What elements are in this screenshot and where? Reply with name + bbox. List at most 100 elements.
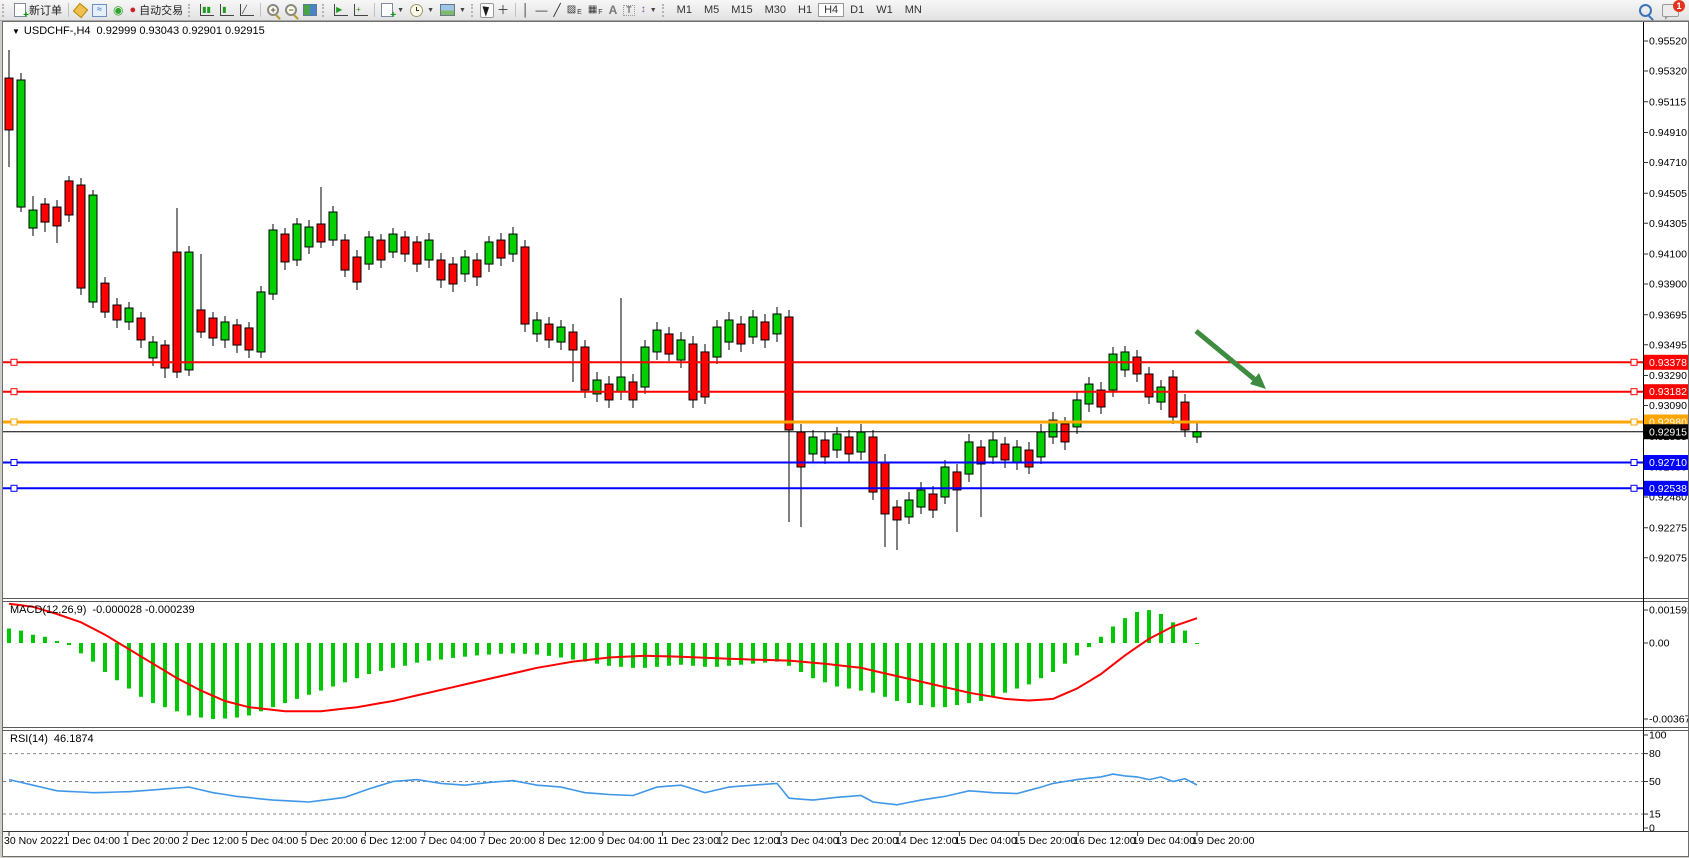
bar-chart-button[interactable]: ▮▮ [197,3,217,17]
brush-button[interactable] [72,2,89,18]
alerts-button[interactable]: ◉ [110,3,126,17]
equidistant-channel-button[interactable]: ▨ E [566,4,582,16]
svg-text:15 Dec 20:00: 15 Dec 20:00 [1014,835,1077,847]
svg-text:0.94305: 0.94305 [1649,218,1687,230]
svg-text:14 Dec 12:00: 14 Dec 12:00 [895,835,958,847]
rsi-name: RSI(14) [10,733,48,745]
svg-text:15: 15 [1649,809,1661,821]
arrow-objects-dropdown[interactable]: ↕ ▼ [638,3,660,17]
chart-title: ▼ USDCHF-,H4 0.92999 0.93043 0.92901 0.929… [12,25,265,37]
svg-text:0.95320: 0.95320 [1649,66,1687,78]
toolbar-grip [2,3,9,17]
vertical-line-button[interactable]: │ [519,3,533,17]
svg-text:1 Dec 20:00: 1 Dec 20:00 [123,835,180,847]
svg-text:5 Dec 04:00: 5 Dec 04:00 [242,835,299,847]
zoom-in-icon: + [267,4,280,16]
svg-text:13 Dec 20:00: 13 Dec 20:00 [836,835,899,847]
brush-icon [72,2,89,18]
tf-m15[interactable]: M15 [731,4,753,16]
search-icon[interactable] [1639,3,1652,17]
horizontal-line-icon: — [535,3,548,17]
tf-mn[interactable]: MN [904,4,922,16]
svg-text:0.001592: 0.001592 [1649,605,1688,617]
tf-d1[interactable]: D1 [850,4,865,16]
svg-text:0.95520: 0.95520 [1649,36,1687,48]
chart-surface[interactable]: 0.95520 0.95320 0.95115 0.94910 0.94710 0.945… [3,22,1688,856]
fibonacci-button[interactable]: ▦ F [587,4,603,16]
annotation-arrow [1194,329,1266,389]
svg-text:0.94505: 0.94505 [1649,188,1687,200]
svg-text:0.92075: 0.92075 [1649,552,1687,564]
main-toolbar: 新订单 ≈ ◉ ● 自动交易 ▮▮ ▮ ╱ + − ▶ + ▼ ▼ ▼ ＋ │ … [0,0,1689,21]
rsi-value: 46.1874 [53,733,94,745]
periods-dropdown[interactable]: ▼ [407,3,437,18]
zoom-out-button[interactable]: − [282,3,300,17]
candles-layer [4,50,1202,550]
text-label-button[interactable]: T [620,4,638,17]
line-chart-icon: ╱ [240,4,255,16]
indicators-icon: ▶ [334,4,349,16]
svg-text:0.93182: 0.93182 [1649,386,1687,398]
rsi-line [8,773,1198,806]
add-indicator-icon [381,3,396,21]
svg-text:9 Dec 04:00: 9 Dec 04:00 [598,835,655,847]
svg-text:0.93290: 0.93290 [1649,370,1687,382]
chevron-down-icon: ▼ [397,6,405,14]
new-order-button[interactable]: 新订单 [11,1,65,21]
indicator-window-button[interactable]: + [351,3,371,17]
indicators-button[interactable]: ▶ [331,3,351,17]
candlestick-chart-icon: ▮ [220,4,235,16]
trendline-button[interactable]: ╱ [550,3,563,17]
tf-h1[interactable]: H1 [798,4,813,16]
svg-text:5 Dec 20:00: 5 Dec 20:00 [301,835,358,847]
line-chart-button[interactable]: ╱ [237,3,257,17]
svg-text:11 Dec 23:00: 11 Dec 23:00 [657,835,719,847]
price-label-0.93378 [1644,354,1688,370]
clock-icon [410,3,424,17]
publish-chart-button[interactable]: ≈ [89,3,110,18]
tf-m5[interactable]: M5 [703,4,720,16]
ohlc-values: 0.92999 0.93043 0.92901 0.92915 [96,25,265,37]
svg-text:0.92538: 0.92538 [1649,483,1687,495]
text-button[interactable]: A [606,3,621,17]
tf-w1[interactable]: W1 [876,4,893,16]
crosshair-button[interactable]: ＋ [494,3,512,17]
macd-label: MACD(12,26,9) -0.000028 -0.000239 [10,604,195,616]
svg-text:6 Dec 12:00: 6 Dec 12:00 [360,835,417,847]
svg-text:0.94100: 0.94100 [1649,249,1687,261]
candlestick-chart-button[interactable]: ▮ [217,3,237,17]
add-indicator-dropdown[interactable]: ▼ [378,2,407,21]
collapse-triangle-icon[interactable]: ▼ [12,27,20,36]
price-label-0.93182 [1644,384,1688,400]
channel-icon: ▨ [566,4,577,15]
svg-text:-0.003672: -0.003672 [1649,714,1688,726]
price-label-0.9271 [1644,455,1688,470]
svg-text:19 Dec 04:00: 19 Dec 04:00 [1133,835,1196,847]
tf-m30[interactable]: M30 [764,4,787,16]
text-label-icon: T [623,4,635,16]
tile-windows-button[interactable] [300,3,320,17]
zoom-in-button[interactable]: + [264,3,282,17]
horizontal-line-button[interactable]: — [532,3,550,17]
tf-h4[interactable]: H4 [818,3,845,17]
indicator-window-icon: + [354,4,369,16]
rsi-label: RSI(14) 46.1874 [10,733,94,745]
arrows-icon: ↕ [640,4,646,15]
svg-text:0.94710: 0.94710 [1649,157,1687,169]
tf-m1[interactable]: M1 [676,4,692,16]
notification-badge: 1 [1673,0,1685,12]
fibonacci-icon: ▦ [587,4,598,15]
chart-window: 0.95520 0.95320 0.95115 0.94910 0.94710 0.945… [2,21,1689,857]
symbol-timeframe: USDCHF-,H4 [23,25,91,37]
templates-dropdown[interactable]: ▼ [437,3,469,17]
chat-icon[interactable]: 1 [1662,0,1685,20]
cursor-button[interactable] [479,2,494,18]
svg-text:0.92710: 0.92710 [1649,457,1687,469]
svg-text:0.93378: 0.93378 [1649,357,1687,369]
chevron-down-icon: ▼ [649,6,657,14]
svg-text:50: 50 [1649,776,1661,788]
svg-text:30 Nov 2022: 30 Nov 2022 [4,835,64,847]
chevron-down-icon: ▼ [427,6,435,14]
autotrade-button[interactable]: ● 自动交易 [126,1,186,19]
svg-text:16 Dec 12:00: 16 Dec 12:00 [1073,835,1136,847]
